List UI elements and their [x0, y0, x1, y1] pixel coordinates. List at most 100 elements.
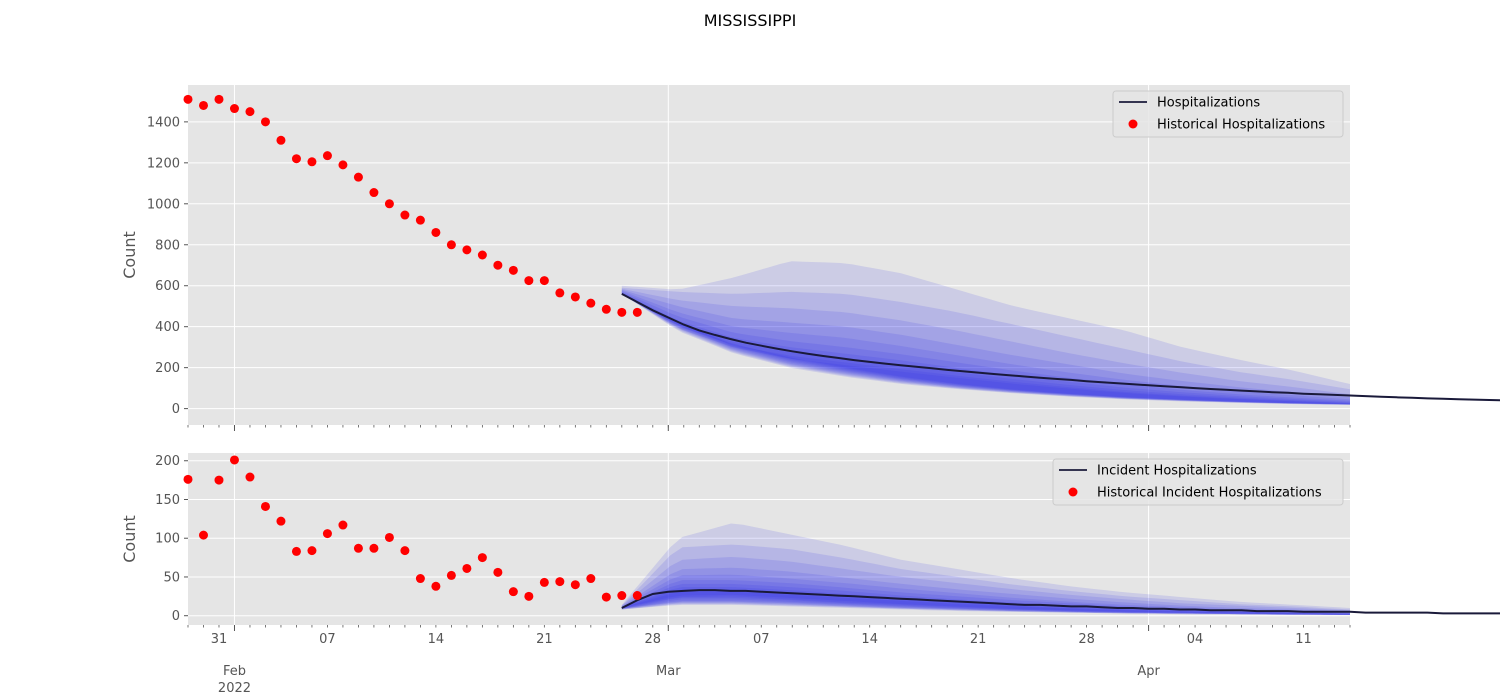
forecast-band: [621, 287, 1350, 405]
historical-point: [307, 546, 317, 556]
historical-point: [601, 592, 611, 602]
historical-point: [431, 227, 441, 237]
median-line: [621, 293, 1500, 402]
forecast-band: [621, 589, 1350, 615]
y-tick-label: 1200: [147, 156, 180, 171]
historical-point: [338, 520, 348, 530]
historical-point: [462, 245, 472, 255]
historical-point: [477, 553, 487, 563]
forecast-band: [621, 567, 1350, 615]
x-major-tick-label: Mar: [656, 664, 681, 679]
historical-point: [369, 188, 379, 198]
forecast-band: [621, 293, 1350, 405]
historical-point: [260, 501, 270, 511]
historical-point: [632, 307, 642, 317]
median-line: [621, 589, 1500, 615]
historical-point: [446, 570, 456, 580]
historical-point: [229, 104, 239, 114]
y-axis-label: Count: [120, 515, 139, 563]
y-tick-label: 150: [155, 493, 180, 508]
historical-point: [493, 567, 503, 577]
x-tick-label: 21: [536, 632, 553, 647]
historical-point: [586, 298, 596, 308]
historical-point: [214, 475, 224, 485]
legend-label: Hospitalizations: [1157, 96, 1260, 111]
forecast-band: [621, 591, 1350, 615]
forecast-band: [621, 583, 1350, 615]
historical-point: [291, 154, 301, 164]
legend-dot-swatch: [1068, 487, 1078, 497]
figure-title: MISSISSIPPI: [704, 11, 797, 30]
historical-point: [307, 157, 317, 167]
legend-label: Historical Incident Hospitalizations: [1097, 486, 1322, 501]
x-tick-label: 21: [970, 632, 987, 647]
y-tick-label: 400: [155, 320, 180, 335]
forecast-band: [621, 544, 1350, 615]
x-tick-label: 07: [753, 632, 770, 647]
x-major-tick-label: Feb: [223, 664, 246, 679]
historical-point: [322, 151, 332, 161]
forecast-band: [621, 288, 1350, 405]
historical-point: [400, 210, 410, 220]
historical-point: [570, 580, 580, 590]
x-tick-label: 14: [861, 632, 878, 647]
historical-point: [276, 516, 286, 526]
y-tick-label: 50: [163, 570, 180, 585]
historical-point: [493, 260, 503, 270]
historical-point: [198, 100, 208, 110]
forecast-band: [621, 292, 1350, 405]
legend: Hospitalizations Historical Hospitalizati…: [1112, 90, 1344, 138]
y-tick-label: 200: [155, 361, 180, 376]
historical-point: [555, 577, 565, 587]
historical-point: [384, 532, 394, 542]
y-tick-label: 0: [172, 609, 180, 624]
historical-point: [415, 574, 425, 584]
forecast-band: [621, 574, 1350, 615]
x-tick-label: 04: [1187, 632, 1204, 647]
historical-point: [570, 292, 580, 302]
historical-point: [369, 543, 379, 553]
x-tick-label: 28: [1078, 632, 1095, 647]
historical-point: [477, 250, 487, 260]
historical-point: [586, 574, 596, 584]
historical-point: [617, 591, 627, 601]
forecast-band: [621, 293, 1350, 405]
x-tick-label: 31: [211, 632, 228, 647]
historical-point: [353, 543, 363, 553]
historical-point: [229, 455, 239, 465]
x-tick-label: 11: [1295, 632, 1312, 647]
y-tick-label: 800: [155, 238, 180, 253]
legend-box: [1112, 90, 1344, 138]
historical-point: [291, 546, 301, 556]
historical-point: [198, 530, 208, 540]
historical-point: [508, 265, 518, 275]
historical-point: [555, 288, 565, 298]
historical-point: [384, 199, 394, 209]
x-tick-label: 07: [319, 632, 336, 647]
y-tick-label: 0: [172, 402, 180, 417]
historical-point: [446, 240, 456, 250]
historical-point: [183, 94, 193, 104]
legend-label: Incident Hospitalizations: [1097, 464, 1257, 479]
x-tick-label: 28: [645, 632, 662, 647]
historical-point: [260, 117, 270, 127]
historical-point: [539, 276, 549, 286]
historical-point: [524, 276, 534, 286]
historical-point: [601, 304, 611, 314]
historical-point: [245, 472, 255, 482]
historical-point: [508, 587, 518, 597]
legend-label: Historical Hospitalizations: [1157, 118, 1325, 133]
forecast-band: [621, 580, 1350, 615]
historical-point: [183, 474, 193, 484]
y-tick-label: 200: [155, 454, 180, 469]
historical-point: [276, 135, 286, 145]
panel-1: 0 200 400 600 800 1000 1200 1400 Count Hospitaliz…: [120, 85, 1500, 431]
legend-box: [1052, 458, 1344, 506]
panel-2: 0 50 100 150 200 Count Incident Hospitalizatio…: [120, 453, 1500, 696]
historical-point: [245, 107, 255, 117]
historical-point: [462, 563, 472, 573]
historical-point: [415, 215, 425, 225]
forecast-band: [621, 557, 1350, 615]
